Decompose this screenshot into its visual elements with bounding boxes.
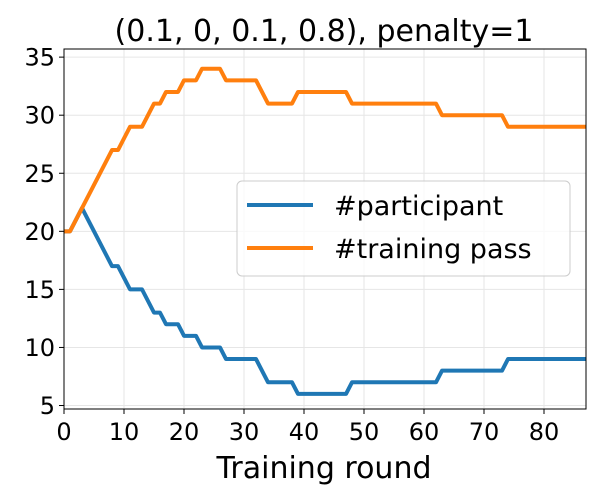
chart-title: (0.1, 0, 0.1, 0.8), penalty=1 (115, 14, 534, 49)
plot-frame (63, 48, 587, 410)
legend-box (236, 180, 571, 277)
x-tick-label: 10 (109, 418, 140, 446)
x-tick-label: 30 (229, 418, 260, 446)
x-tick-label: 70 (469, 418, 500, 446)
series-lines (64, 66, 586, 396)
legend: #participant #training pass (236, 180, 571, 277)
y-tick-label: 35 (24, 44, 55, 72)
x-tick-label: 50 (349, 418, 380, 446)
y-tick-label: 10 (24, 334, 55, 362)
x-tick-label: 0 (56, 418, 71, 446)
x-tick-label: 40 (289, 418, 320, 446)
x-tick-label: 80 (529, 418, 560, 446)
series-line-0 (64, 206, 586, 396)
x-tick-label: 60 (409, 418, 440, 446)
series-line-1 (64, 66, 586, 234)
legend-label-0: #participant (334, 191, 503, 222)
y-tick-label: 30 (24, 102, 55, 130)
axis-ticks: 0 10 20 30 40 50 60 70 80 5 10 15 20 25 30 35 (24, 44, 559, 446)
legend-label-1: #training pass (334, 234, 532, 265)
x-axis-label: Training round (215, 451, 431, 486)
y-tick-label: 25 (24, 160, 55, 188)
y-tick-label: 5 (40, 392, 55, 420)
y-tick-label: 20 (24, 218, 55, 246)
y-tick-label: 15 (24, 276, 55, 304)
x-tick-label: 20 (169, 418, 200, 446)
